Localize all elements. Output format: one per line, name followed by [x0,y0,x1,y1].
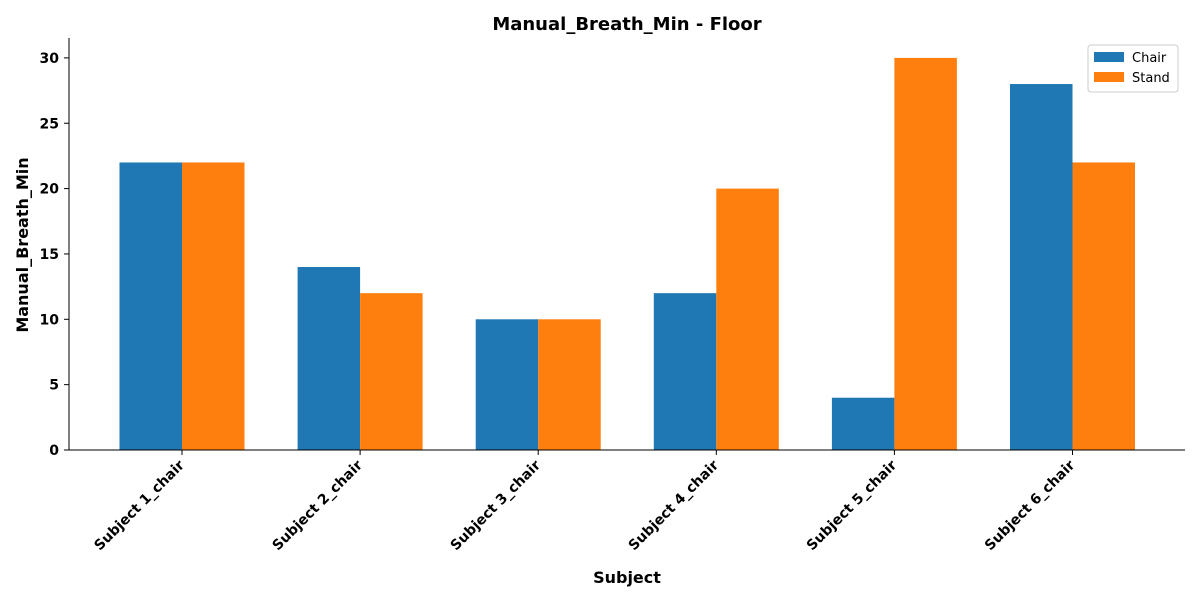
x-axis-label: Subject [593,568,661,587]
bar-chair-4 [653,293,717,450]
x-ticks: Subject 1_chair Subject 2_chair Subject 3_… [91,450,1078,554]
bar-stand-1 [182,162,245,450]
bar-chair-2 [297,267,361,450]
y-axis-label: Manual_Breath_Min [13,157,32,332]
bar-chair-6 [1010,84,1073,450]
bar-stand-6 [1072,162,1135,450]
y-ticks: 0 5 10 15 20 25 30 [40,51,69,459]
y-tick-label: 5 [49,378,59,394]
legend-swatch-stand [1094,72,1124,82]
legend: Chair Stand [1087,44,1179,93]
bar-stand-2 [360,293,423,450]
legend-swatch-chair [1094,52,1124,62]
bar-stand-3 [538,319,601,450]
bar-stand-5 [894,57,957,451]
x-tick-label: Subject 5_chair [804,457,901,554]
y-tick-label: 0 [49,443,59,459]
x-tick-label: Subject 1_chair [91,457,188,554]
y-tick-label: 20 [40,182,60,198]
x-tick-label: Subject 4_chair [626,457,723,554]
x-tick-label: Subject 3_chair [448,457,545,554]
y-tick-label: 30 [40,51,60,67]
chart-title: Manual_Breath_Min - Floor [492,14,761,35]
x-tick-label: Subject 6_chair [982,457,1079,554]
legend-label-chair: Chair [1132,51,1167,66]
bar-chair-1 [119,162,182,450]
x-tick-label: Subject 2_chair [269,457,366,554]
y-tick-label: 10 [40,312,60,328]
bar-stand-4 [716,188,779,450]
bar-chair-5 [831,397,895,450]
y-tick-label: 15 [40,247,59,263]
bars-group [119,57,1135,451]
y-tick-label: 25 [40,116,59,132]
legend-label-stand: Stand [1132,71,1170,86]
bar-chair-3 [475,319,539,450]
